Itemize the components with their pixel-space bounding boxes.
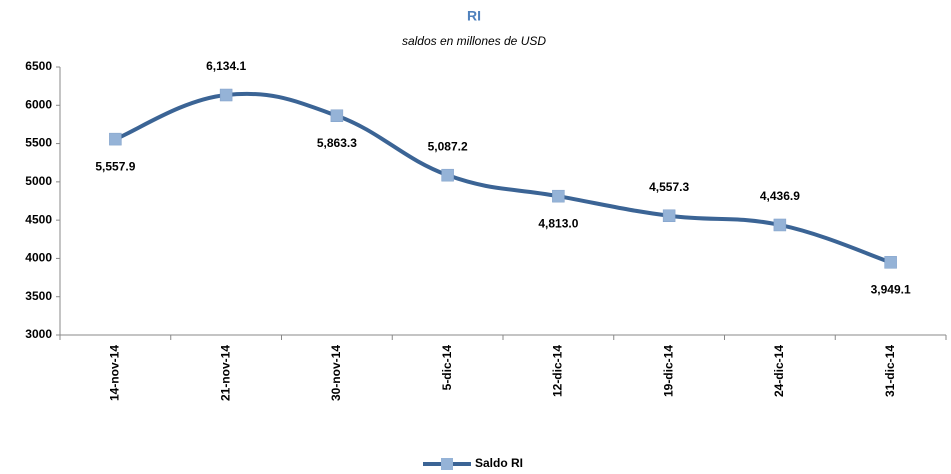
marker [109, 132, 122, 146]
x-tick-label: 24-dic-14 [772, 345, 786, 397]
marker [552, 189, 565, 203]
legend-marker [441, 458, 453, 470]
marker [330, 109, 344, 123]
value-label: 5,863.3 [317, 136, 357, 150]
value-label: 4,557.3 [649, 180, 689, 194]
x-tick-label: 14-nov-14 [108, 345, 122, 401]
value-label: 5,557.9 [95, 159, 135, 173]
value-label: 4,436.9 [760, 189, 800, 203]
y-tick-label: 4500 [25, 212, 52, 226]
y-tick-label: 5000 [25, 174, 52, 188]
y-tick-label: 3500 [25, 289, 52, 303]
y-tick-label: 4000 [25, 251, 52, 265]
x-tick-label: 31-dic-14 [883, 345, 897, 397]
y-tick-label: 6500 [25, 59, 52, 73]
x-tick-label: 19-dic-14 [661, 345, 675, 397]
x-tick-label: 12-dic-14 [551, 345, 565, 397]
value-label: 3,949.1 [871, 282, 911, 296]
y-tick-label: 3000 [25, 327, 52, 341]
x-tick-label: 5-dic-14 [440, 345, 454, 391]
marker [884, 256, 897, 269]
marker [441, 168, 454, 182]
x-tick-label: 30-nov-14 [329, 345, 343, 401]
value-label: 4,813.0 [538, 216, 578, 230]
legend-label: Saldo RI [475, 456, 523, 470]
marker [662, 209, 676, 223]
chart-subtitle: saldos en millones de USD [402, 34, 546, 48]
x-tick-label: 21-nov-14 [218, 345, 232, 401]
series-line [114, 91, 892, 265]
marker [773, 218, 787, 232]
y-tick-label: 5500 [25, 136, 52, 150]
y-tick-label: 6000 [25, 97, 52, 111]
value-label: 5,087.2 [428, 139, 468, 153]
value-label: 6,134.1 [206, 59, 246, 73]
chart-title: RI [467, 8, 481, 24]
marker [219, 88, 233, 102]
